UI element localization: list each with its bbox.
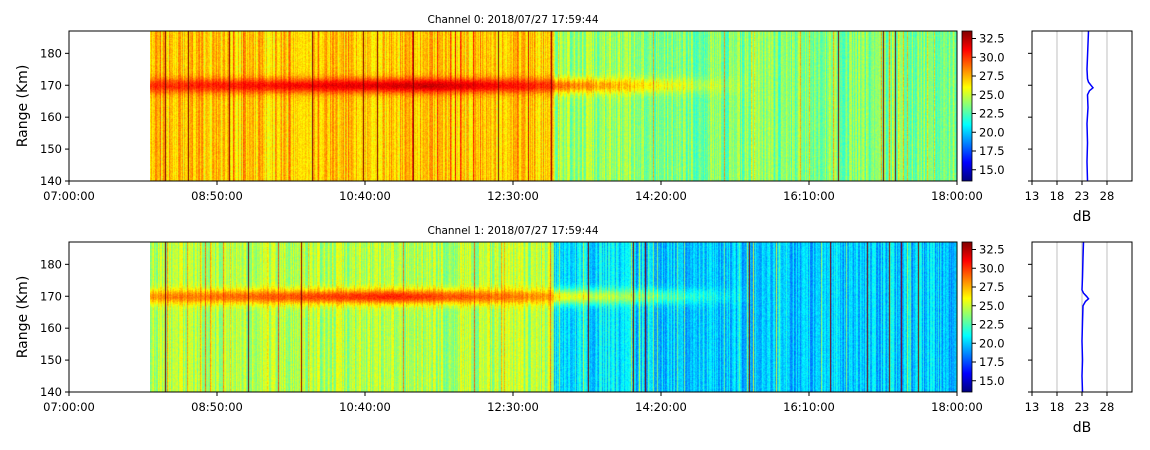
profile-x-label: dB xyxy=(1073,420,1092,436)
x-tick-label: 08:50:00 xyxy=(191,189,243,203)
colorbar-tick-label: 32.5 xyxy=(979,243,1005,257)
x-tick-label: 10:40:00 xyxy=(339,189,391,203)
x-tick-label: 16:10:00 xyxy=(783,189,835,203)
colorbar xyxy=(961,30,973,182)
heatmap-image xyxy=(150,31,957,181)
y-tick-label: 180 xyxy=(40,46,62,60)
profile-x-label: dB xyxy=(1073,209,1092,225)
colorbar-tick-label: 17.5 xyxy=(979,355,1005,369)
colorbar-tick-label: 27.5 xyxy=(979,69,1005,83)
colorbar-tick-label: 30.0 xyxy=(979,261,1005,275)
colorbar-tick-label: 22.5 xyxy=(979,318,1005,332)
x-tick-label: 16:10:00 xyxy=(783,400,835,414)
colorbar-tick-label: 15.0 xyxy=(979,163,1005,177)
channel-1-panel: Channel 1: 2018/07/27 17:59:44 140 150 160 1… xyxy=(15,225,1133,436)
profile-x-tick-label: 23 xyxy=(1075,400,1090,414)
plot-title: Channel 0: 2018/07/27 17:59:44 xyxy=(427,14,598,26)
profile-x-tick-label: 23 xyxy=(1075,189,1090,203)
colorbar-tick-label: 17.5 xyxy=(979,144,1005,158)
y-tick-label: 150 xyxy=(40,142,62,156)
profile-x-tick-label: 18 xyxy=(1050,400,1065,414)
y-tick-label: 140 xyxy=(40,174,62,188)
x-tick-label: 07:00:00 xyxy=(43,189,95,203)
x-tick-label: 18:00:00 xyxy=(931,400,983,414)
y-tick-label: 170 xyxy=(40,78,62,92)
profile-x-tick-label: 28 xyxy=(1100,189,1115,203)
y-tick-label: 160 xyxy=(40,110,62,124)
colorbar-tick-label: 15.0 xyxy=(979,374,1005,388)
profile-line xyxy=(1081,241,1090,393)
colorbar-tick-label: 32.5 xyxy=(979,32,1005,46)
colorbar-tick-label: 20.0 xyxy=(979,336,1005,350)
profile-x-tick-label: 13 xyxy=(1025,400,1040,414)
y-tick-label: 150 xyxy=(40,353,62,367)
x-tick-label: 12:30:00 xyxy=(487,189,539,203)
profile-x-tick-label: 18 xyxy=(1050,189,1065,203)
colorbar-tick-label: 20.0 xyxy=(979,125,1005,139)
x-tick-label: 07:00:00 xyxy=(43,400,95,414)
profile-line xyxy=(1086,30,1095,182)
channel-0-panel: Channel 0: 2018/07/27 17:59:44 140 150 160 1… xyxy=(15,14,1133,225)
colorbar-tick-label: 25.0 xyxy=(979,88,1005,102)
y-tick-label: 160 xyxy=(40,321,62,335)
profile-x-tick-label: 13 xyxy=(1025,189,1040,203)
y-tick-label: 170 xyxy=(40,289,62,303)
colorbar-tick-label: 30.0 xyxy=(979,50,1005,64)
x-tick-label: 14:20:00 xyxy=(635,400,687,414)
colorbar-tick-label: 27.5 xyxy=(979,280,1005,294)
profile-x-tick-label: 28 xyxy=(1100,400,1115,414)
y-axis-label: Range (Km) xyxy=(15,65,31,148)
x-tick-label: 08:50:00 xyxy=(191,400,243,414)
y-axis-label: Range (Km) xyxy=(15,276,31,359)
colorbar-tick-label: 22.5 xyxy=(979,107,1005,121)
x-tick-label: 14:20:00 xyxy=(635,189,687,203)
y-tick-label: 180 xyxy=(40,257,62,271)
x-tick-label: 12:30:00 xyxy=(487,400,539,414)
colorbar xyxy=(961,241,973,393)
colorbar-tick-label: 25.0 xyxy=(979,299,1005,313)
heatmap-image xyxy=(150,242,957,392)
y-tick-label: 140 xyxy=(40,385,62,399)
x-tick-label: 10:40:00 xyxy=(339,400,391,414)
x-tick-label: 18:00:00 xyxy=(931,189,983,203)
plot-title: Channel 1: 2018/07/27 17:59:44 xyxy=(427,225,598,237)
